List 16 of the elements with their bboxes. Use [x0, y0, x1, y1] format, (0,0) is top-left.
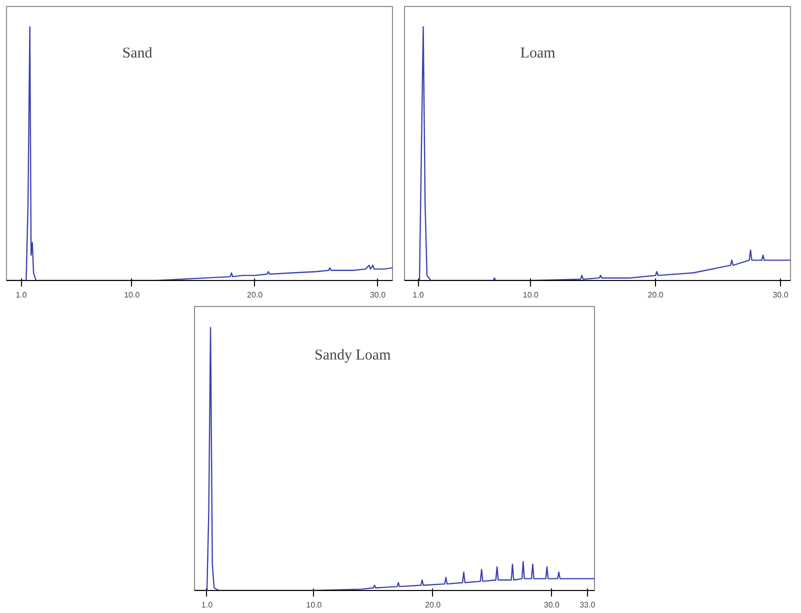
x-tick-label: 30.0: [544, 600, 560, 610]
x-tick-label: 10.0: [306, 600, 322, 610]
x-tick-label: 10.0: [522, 290, 540, 300]
x-tick-label: 10.0: [124, 290, 140, 300]
x-tick-label: 30.0: [772, 290, 789, 300]
text: Sandy Loam: [314, 347, 392, 364]
text: Sand: [122, 45, 153, 62]
x-tick-label: 33.0: [580, 600, 596, 610]
x-tick-label: 1.0: [412, 290, 424, 300]
x-tick-label: 1.0: [201, 600, 214, 610]
text: Loam: [520, 45, 556, 62]
x-tick-label: 20.0: [425, 600, 442, 610]
x-tick-label: 30.0: [370, 290, 386, 300]
x-tick-label: 20.0: [247, 290, 264, 300]
x-tick-label: 20.0: [648, 290, 664, 300]
x-tick-label: 1.0: [16, 290, 28, 300]
